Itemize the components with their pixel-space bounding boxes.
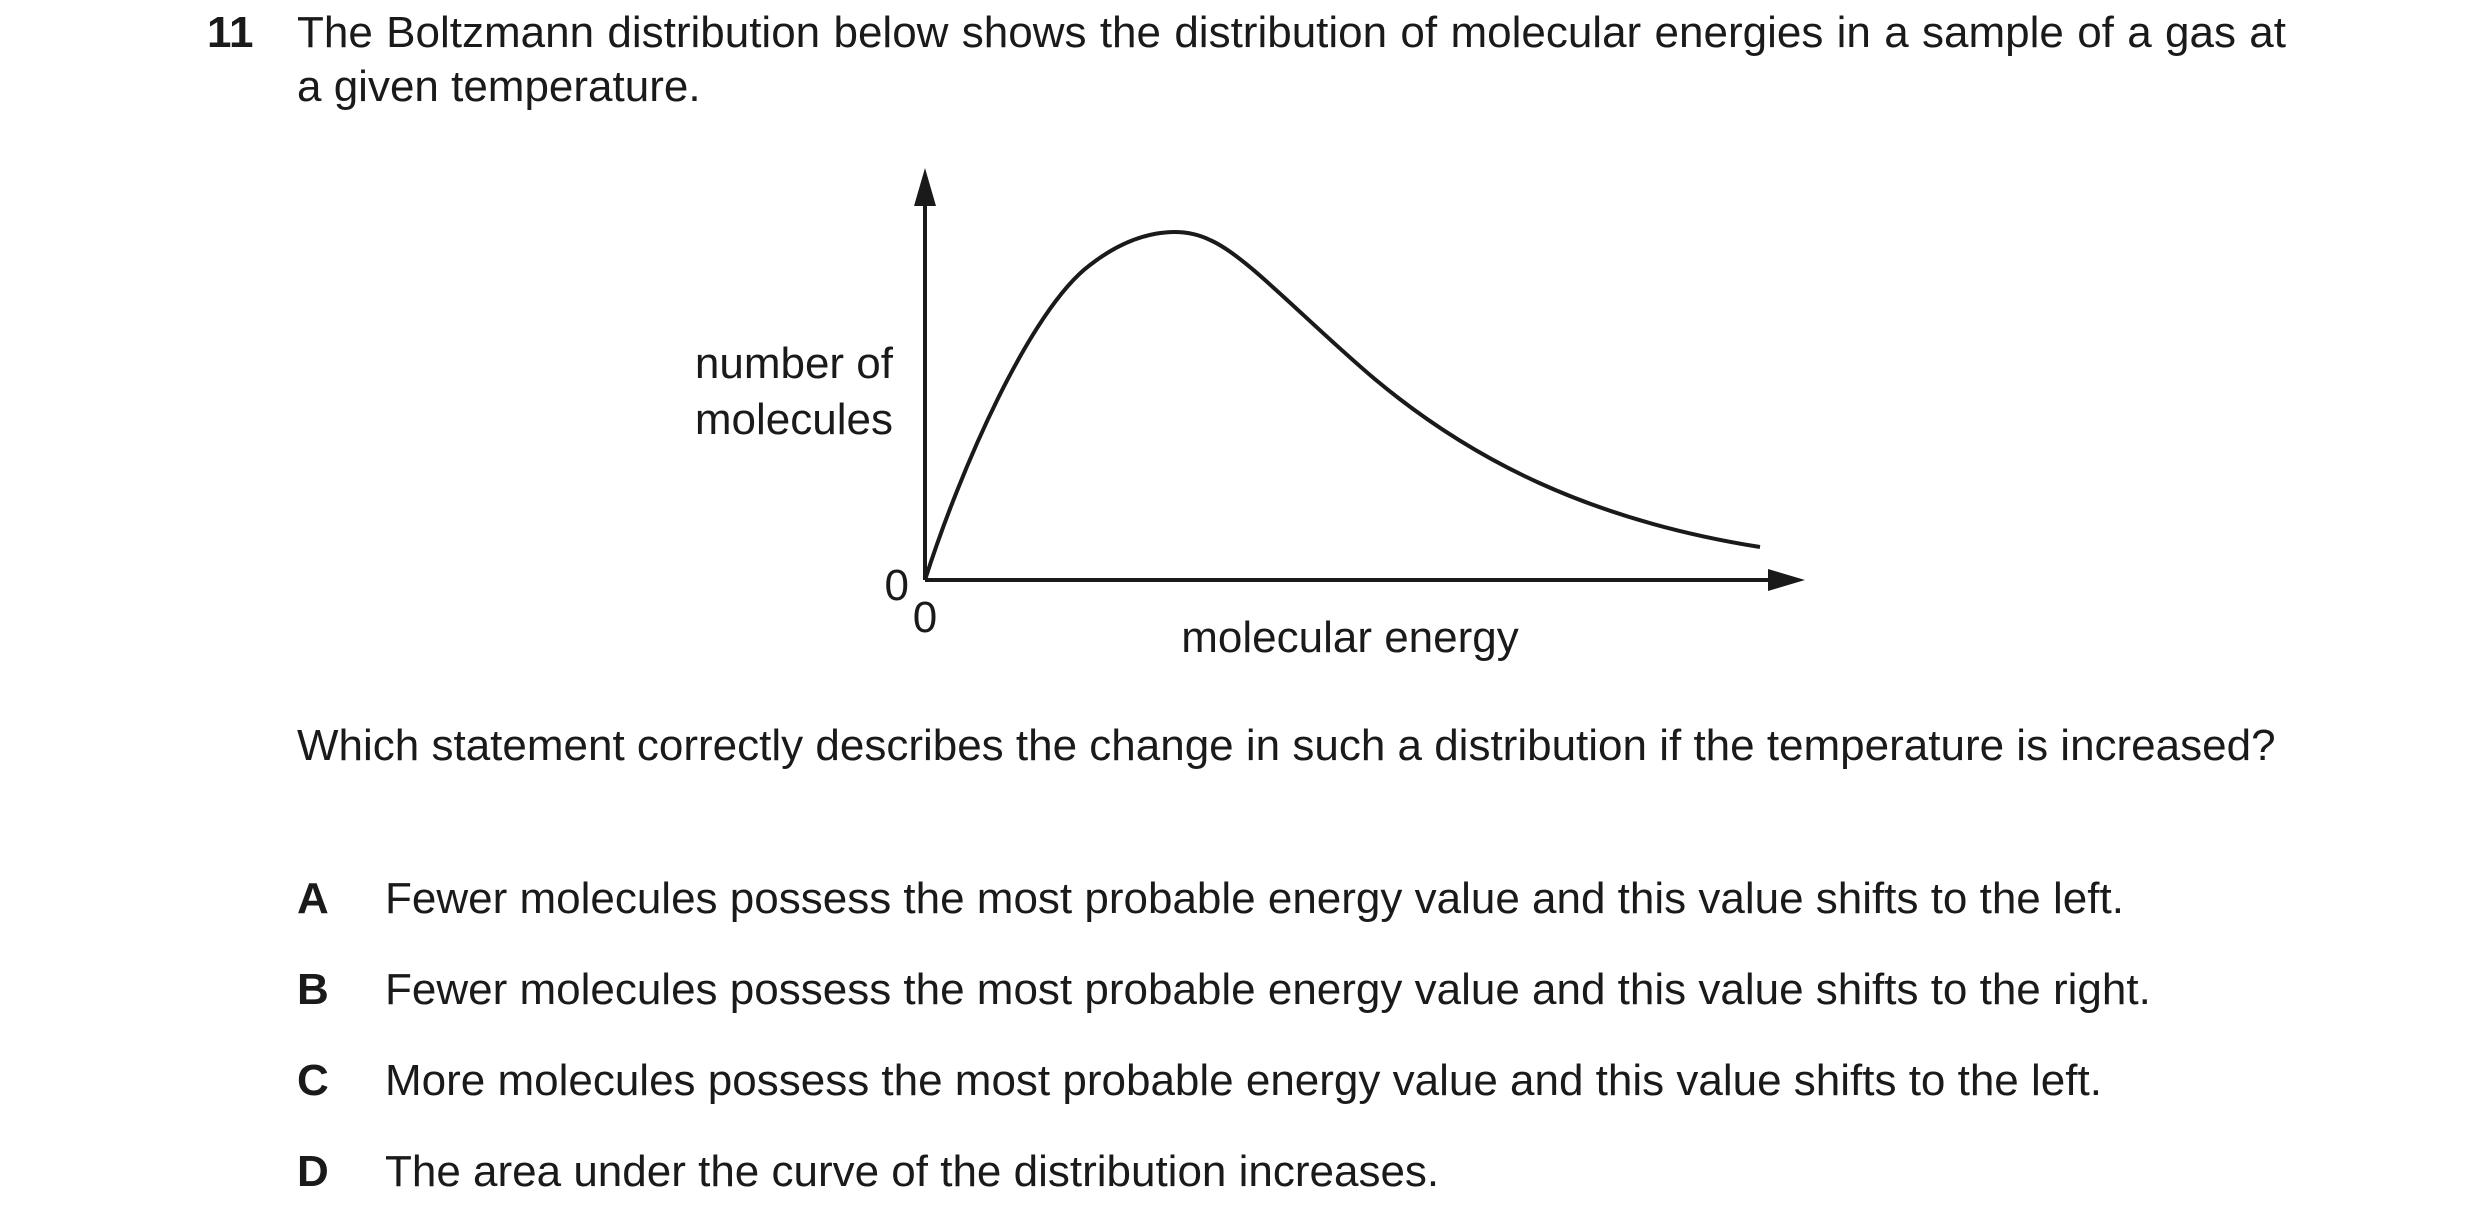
y-axis-label-line1: number of — [695, 339, 894, 388]
question-intro: The Boltzmann distribution below shows t… — [297, 8, 2286, 111]
option-letter: A — [297, 874, 329, 923]
option-text: Fewer molecules possess the most probabl… — [385, 874, 2124, 923]
y-origin-label: 0 — [885, 561, 909, 610]
question-prompt: Which statement correctly describes the … — [297, 721, 2276, 770]
x-axis-arrowhead — [1768, 569, 1805, 591]
question-number: 11 — [207, 8, 254, 57]
x-axis-label: molecular energy — [1181, 613, 1519, 662]
boltzmann-diagram: number of molecules 0 0 molecular energy — [695, 168, 1805, 662]
option-letter: D — [297, 1147, 329, 1196]
option-text: More molecules possess the most probable… — [385, 1056, 2102, 1105]
option-text: Fewer molecules possess the most probabl… — [385, 965, 2151, 1014]
option-letter: C — [297, 1056, 329, 1105]
option-text: The area under the curve of the distribu… — [385, 1147, 1440, 1196]
distribution-curve — [923, 230, 1761, 581]
y-axis-arrowhead — [914, 168, 936, 206]
option-letter: B — [297, 965, 329, 1014]
y-axis-label-line2: molecules — [695, 395, 893, 444]
x-origin-label: 0 — [913, 593, 937, 642]
